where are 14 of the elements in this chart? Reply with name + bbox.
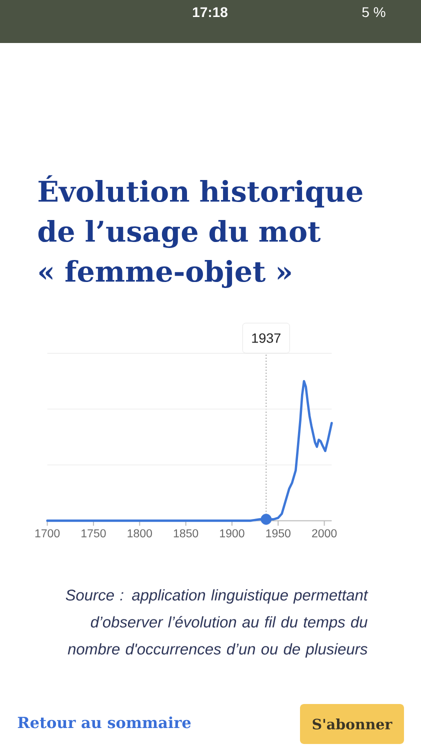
- text: 5 %: [362, 7, 386, 18]
- x-tick-label: 2000: [312, 529, 337, 538]
- x-tick-label: 1750: [82, 529, 106, 538]
- x-tick-label: 1800: [128, 529, 152, 538]
- ref-line-label: 1937: [252, 333, 280, 343]
- source-note: Source : application linguistique permettant d’observer l’évolution au fil du temps du nombre d'occurrences d’un ou de plusieurs: [66, 589, 368, 658]
- text: S'abonner: [312, 718, 392, 730]
- x-tick-label: 1850: [174, 529, 198, 538]
- text: Retour au sommaire: [18, 716, 191, 728]
- text: 17:18: [192, 7, 228, 18]
- x-tick-label: 1950: [266, 529, 290, 538]
- chart-title: Évolution historique de l’usage du mot « femme-objet »: [38, 175, 362, 288]
- x-tick-label: 1900: [220, 529, 244, 538]
- x-tick-label: 1700: [35, 529, 60, 538]
